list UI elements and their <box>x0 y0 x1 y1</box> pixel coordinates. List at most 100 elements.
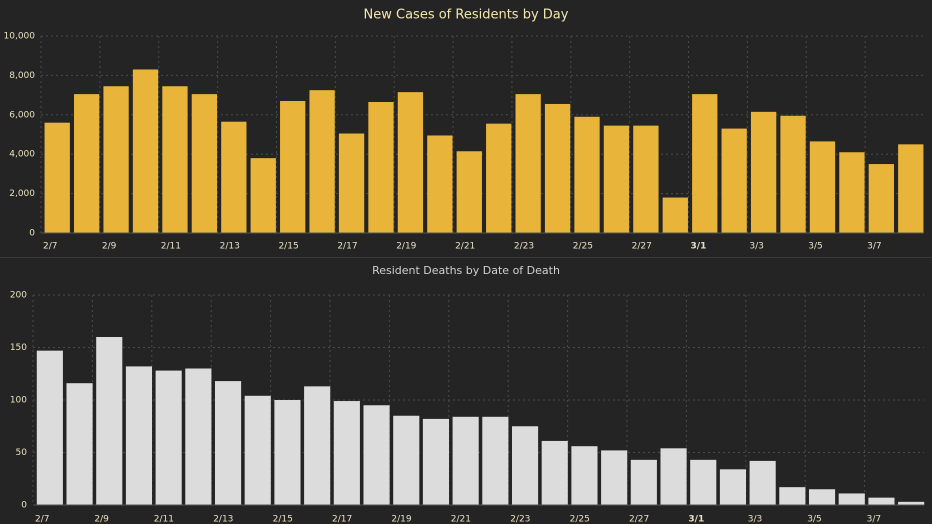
cases-bar <box>427 135 453 233</box>
deaths-bar <box>66 383 93 505</box>
deaths-x-tick-label: 2/9 <box>94 515 109 524</box>
deaths-x-tick-label: 2/17 <box>332 515 352 524</box>
deaths-bar <box>838 493 865 505</box>
cases-bar <box>809 141 836 233</box>
deaths-bar <box>868 497 895 505</box>
deaths-bar <box>393 415 420 505</box>
deaths-y-tick-label: 50 <box>16 448 28 458</box>
cases-bar <box>132 69 159 234</box>
deaths-bar <box>511 426 539 505</box>
deaths-bar <box>96 337 123 505</box>
deaths-bar <box>541 440 568 505</box>
cases-bar <box>191 94 218 234</box>
deaths-bar <box>422 418 450 505</box>
cases-x-tick-label: 2/25 <box>573 242 593 252</box>
deaths-bar <box>571 446 598 505</box>
cases-x-tick-label: 2/19 <box>396 242 416 252</box>
cases-bar <box>280 101 306 233</box>
cases-bar <box>839 152 865 233</box>
cases-y-tick-label: 6,000 <box>9 110 35 120</box>
cases-bar <box>486 123 512 233</box>
cases-x-tick-label: 2/9 <box>102 242 117 252</box>
deaths-bar <box>333 401 360 505</box>
cases-x-tick-label: 2/15 <box>278 242 298 252</box>
deaths-x-tick-label: 2/23 <box>510 515 530 524</box>
cases-bar <box>221 121 247 233</box>
deaths-bar <box>125 366 153 505</box>
deaths-bar <box>601 450 628 505</box>
deaths-x-tick-label: 2/7 <box>35 515 49 524</box>
cases-bar <box>162 86 188 233</box>
cases-y-tick-label: 10,000 <box>4 32 36 42</box>
cases-x-tick-label: 2/11 <box>161 242 181 252</box>
cases-x-tick-label: 2/23 <box>514 242 534 252</box>
cases-y-tick-label: 4,000 <box>9 150 35 160</box>
deaths-x-tick-label: 2/11 <box>154 515 174 524</box>
cases-bar <box>898 144 924 233</box>
deaths-x-tick-label: 2/19 <box>391 515 411 524</box>
deaths-bar <box>779 487 806 505</box>
cases-bar <box>721 128 747 233</box>
cases-bar <box>574 116 600 233</box>
deaths-x-tick-label: 3/1 <box>688 515 704 524</box>
cases-bar <box>338 133 365 233</box>
cases-x-tick-label: 2/27 <box>632 242 652 252</box>
deaths-x-tick-label: 3/5 <box>807 515 821 524</box>
deaths-bar <box>719 469 747 505</box>
cases-bar <box>73 94 100 234</box>
cases-bar <box>103 86 129 233</box>
deaths-bar <box>630 459 657 505</box>
deaths-bar <box>482 416 509 505</box>
cases-bar <box>780 115 806 233</box>
cases-x-tick-label: 3/1 <box>691 242 707 252</box>
deaths-x-tick-label: 2/25 <box>570 515 590 524</box>
cases-bar <box>250 158 276 233</box>
deaths-x-tick-label: 3/7 <box>867 515 881 524</box>
deaths-bar <box>363 405 390 505</box>
deaths-bar <box>155 370 182 505</box>
cases-x-tick-label: 3/3 <box>749 242 763 252</box>
cases-bar <box>309 90 335 233</box>
cases-x-tick-label: 2/7 <box>43 242 57 252</box>
deaths-x-tick-label: 2/15 <box>273 515 293 524</box>
deaths-bar <box>304 386 331 505</box>
cases-y-tick-label: 0 <box>29 229 35 239</box>
deaths-y-tick-label: 150 <box>10 343 27 353</box>
deaths-y-tick-label: 200 <box>10 291 27 301</box>
cases-bar <box>544 103 571 233</box>
deaths-x-tick-label: 3/3 <box>748 515 762 524</box>
cases-x-tick-label: 2/17 <box>337 242 357 252</box>
cases-y-tick-label: 8,000 <box>9 71 35 81</box>
cases-bar <box>456 151 482 233</box>
cases-x-tick-label: 3/7 <box>867 242 881 252</box>
deaths-bar <box>244 395 271 505</box>
deaths-y-tick-label: 0 <box>21 501 27 511</box>
deaths-bar <box>452 416 479 505</box>
cases-bar <box>750 111 777 233</box>
deaths-bar <box>660 448 687 505</box>
deaths-bar <box>214 381 242 505</box>
cases-bar <box>397 92 424 234</box>
cases-bar <box>44 122 70 233</box>
deaths-bar <box>898 501 925 505</box>
cases-x-tick-label: 2/21 <box>455 242 475 252</box>
deaths-x-tick-label: 2/13 <box>213 515 233 524</box>
cases-bar <box>368 101 394 234</box>
deaths-bar <box>808 489 836 505</box>
deaths-bar <box>185 368 212 505</box>
cases-chart-title: New Cases of Residents by Day <box>364 8 569 23</box>
deaths-x-tick-label: 2/27 <box>629 515 649 524</box>
deaths-y-tick-label: 100 <box>10 396 27 406</box>
deaths-chart-title: Resident Deaths by Date of Death <box>372 264 560 277</box>
panel-divider <box>0 257 932 258</box>
deaths-bar <box>749 460 776 505</box>
deaths-x-tick-label: 2/21 <box>451 515 471 524</box>
cases-x-tick-label: 3/5 <box>808 242 822 252</box>
deaths-bar <box>36 350 63 505</box>
cases-bar <box>603 125 630 233</box>
cases-bar <box>692 94 718 234</box>
cases-y-tick-label: 2,000 <box>9 189 35 199</box>
cases-bar <box>868 164 895 233</box>
